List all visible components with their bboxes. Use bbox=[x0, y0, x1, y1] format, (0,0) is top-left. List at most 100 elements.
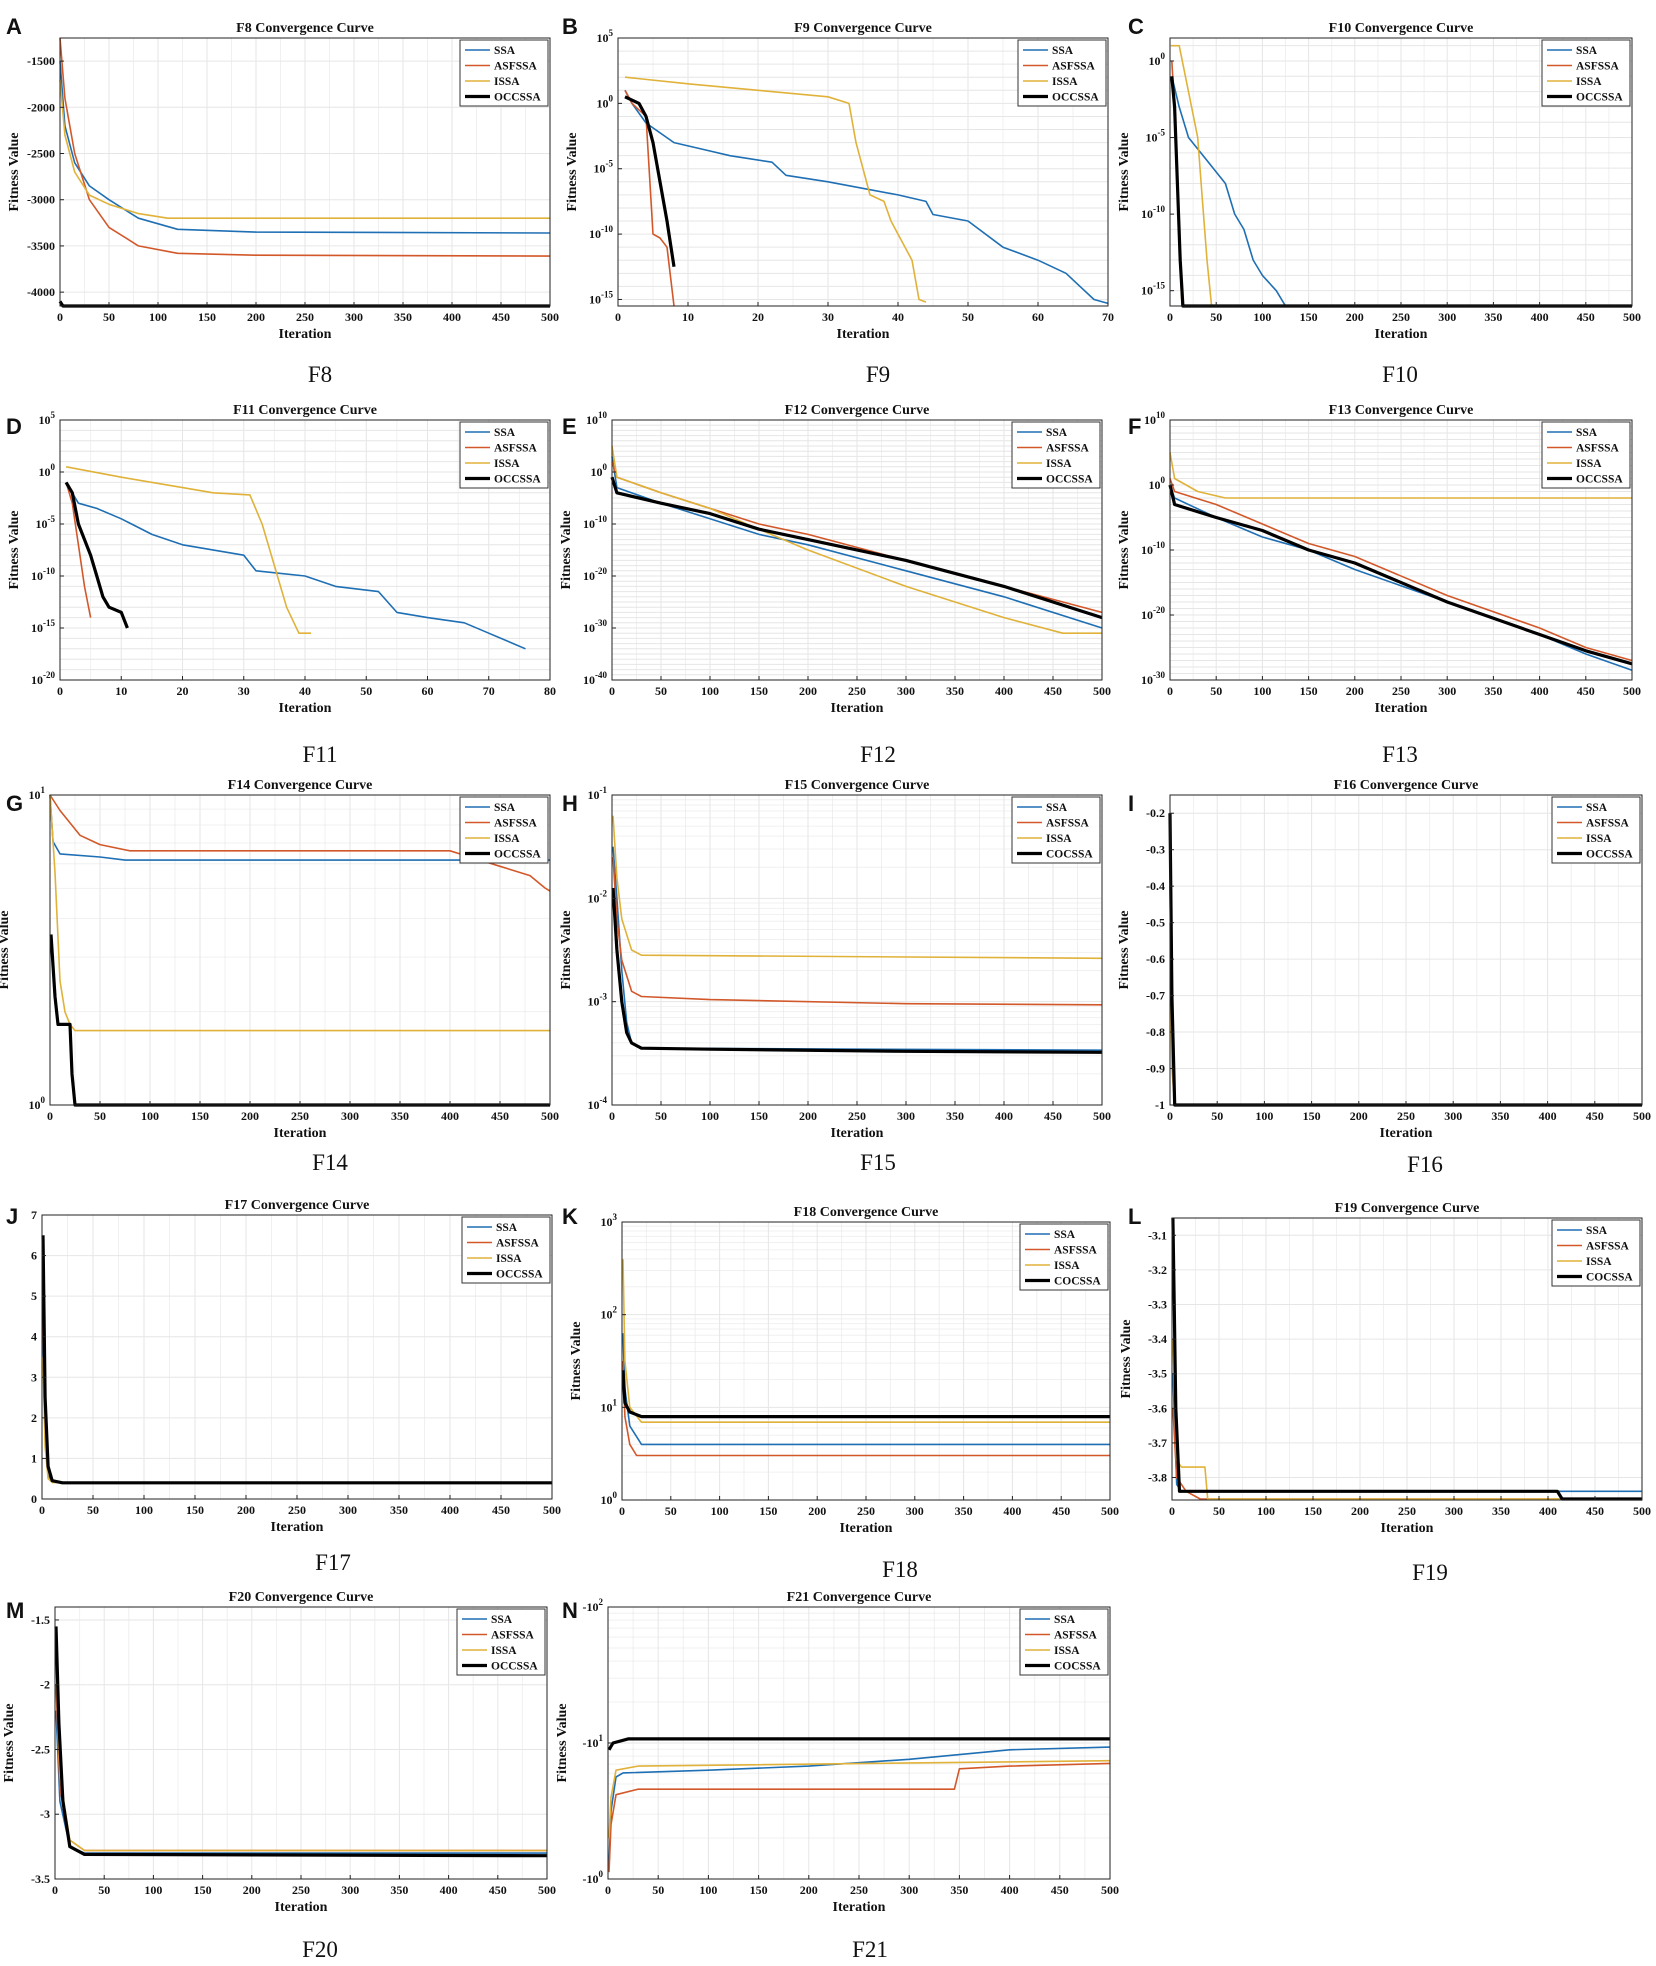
series-line-issa bbox=[622, 1259, 1110, 1423]
x-tick-label: 0 bbox=[39, 1503, 45, 1517]
series-line-asfssa bbox=[65, 482, 92, 618]
panel-caption: F17 bbox=[315, 1550, 351, 1575]
x-tick-label: 350 bbox=[390, 1883, 408, 1897]
y-tick-label: -0.8 bbox=[1146, 1025, 1165, 1039]
legend-entry: ASFSSA bbox=[494, 443, 538, 455]
x-tick-label: 150 bbox=[186, 1503, 204, 1517]
chart-title: F8 Convergence Curve bbox=[236, 21, 374, 36]
x-tick-label: 300 bbox=[1444, 1109, 1462, 1123]
y-tick-label: -3.6 bbox=[1148, 1401, 1167, 1415]
y-axis-label: Fitness Value bbox=[555, 1704, 570, 1783]
x-tick-label: 150 bbox=[759, 1504, 777, 1518]
y-tick-label: -0.6 bbox=[1146, 952, 1165, 966]
chart-panel-l: L 0 50 100 150 200 250 300 350 400 450 500 -3.8 -3.7 -… bbox=[1119, 1201, 1651, 1585]
x-tick-label: 0 bbox=[1167, 1109, 1173, 1123]
legend-entry: COCSSA bbox=[1046, 849, 1093, 861]
legend-entry: OCCSSA bbox=[1046, 474, 1093, 486]
series-line-occssa bbox=[54, 1626, 548, 1858]
chart-title: F10 Convergence Curve bbox=[1329, 21, 1474, 36]
series-line-cocssa bbox=[611, 887, 1103, 1054]
legend-entry: OCCSSA bbox=[1576, 92, 1623, 104]
series-line-issa bbox=[49, 794, 550, 1032]
y-tick-label: -0.7 bbox=[1146, 989, 1165, 1003]
x-axis-label: Iteration bbox=[275, 1900, 328, 1915]
series-line-asfssa bbox=[612, 856, 1103, 1006]
y-tick-label: 3 bbox=[31, 1370, 37, 1384]
x-tick-label: 450 bbox=[1044, 684, 1062, 698]
series-line-asfssa bbox=[1169, 478, 1633, 662]
x-tick-label: 250 bbox=[296, 310, 314, 324]
series-line-ssa bbox=[624, 89, 1109, 305]
legend-entry: ISSA bbox=[1054, 1645, 1080, 1657]
x-tick-label: 300 bbox=[345, 310, 363, 324]
x-tick-label: 500 bbox=[541, 1109, 559, 1123]
x-tick-label: 30 bbox=[238, 684, 250, 698]
x-tick-label: 0 bbox=[57, 310, 63, 324]
legend: SSA ASFSSA ISSA COCSSA bbox=[1019, 1608, 1109, 1676]
panel-caption: F13 bbox=[1382, 742, 1418, 767]
y-tick-label: 1 bbox=[31, 1451, 37, 1465]
series-line-asfssa bbox=[624, 89, 675, 307]
x-tick-label: 60 bbox=[422, 684, 434, 698]
y-tick-label: 10-5 bbox=[36, 514, 56, 531]
x-tick-label: 200 bbox=[247, 310, 265, 324]
x-tick-label: 250 bbox=[850, 1883, 868, 1897]
legend-entry: COCSSA bbox=[1054, 1276, 1101, 1288]
y-tick-label: -101 bbox=[583, 1733, 604, 1750]
legend-entry: SSA bbox=[1054, 1229, 1076, 1241]
x-tick-label: 50 bbox=[1211, 1109, 1223, 1123]
y-tick-label: -2500 bbox=[27, 147, 55, 161]
panel-letter: H bbox=[562, 791, 578, 816]
x-tick-label: 0 bbox=[619, 1504, 625, 1518]
legend-entry: ISSA bbox=[494, 833, 520, 845]
y-tick-label: -0.9 bbox=[1146, 1062, 1165, 1076]
axes-frame bbox=[617, 37, 1109, 307]
x-tick-label: 50 bbox=[1213, 1504, 1225, 1518]
x-tick-label: 150 bbox=[1300, 684, 1318, 698]
panel-letter: I bbox=[1128, 791, 1134, 816]
x-tick-label: 400 bbox=[1003, 1504, 1021, 1518]
x-tick-label: 150 bbox=[191, 1109, 209, 1123]
chart-panel-j: J 0 50 100 150 200 250 300 350 400 450 500 0 1 2 3 4 5 6 7 F… bbox=[0, 1198, 561, 1575]
series-line-occssa bbox=[41, 1235, 552, 1485]
x-tick-label: 350 bbox=[390, 1503, 408, 1517]
legend-entry: SSA bbox=[1586, 1225, 1608, 1237]
x-tick-label: 350 bbox=[946, 1109, 964, 1123]
x-tick-label: 0 bbox=[57, 684, 63, 698]
y-tick-label: 102 bbox=[601, 1305, 618, 1322]
y-tick-label: 10-30 bbox=[583, 618, 607, 635]
x-tick-label: 100 bbox=[1253, 684, 1271, 698]
x-tick-label: 50 bbox=[655, 1109, 667, 1123]
y-tick-label: 10-30 bbox=[1141, 670, 1165, 687]
x-tick-label: 350 bbox=[1484, 310, 1502, 324]
series-line-cocssa bbox=[607, 1737, 1110, 1751]
series-line-ssa bbox=[65, 481, 526, 650]
x-tick-label: 50 bbox=[655, 684, 667, 698]
y-tick-label: -1500 bbox=[27, 54, 55, 68]
x-axis-label: Iteration bbox=[279, 701, 332, 716]
legend-entry: SSA bbox=[1576, 45, 1598, 57]
legend: SSA ASFSSA ISSA OCCSSA bbox=[1551, 796, 1641, 864]
x-tick-label: 500 bbox=[538, 1883, 556, 1897]
x-tick-label: 0 bbox=[609, 684, 615, 698]
legend-entry: ASFSSA bbox=[496, 1238, 540, 1250]
y-tick-label: 6 bbox=[31, 1249, 37, 1263]
y-axis-label: Fitness Value bbox=[569, 1322, 584, 1401]
x-tick-label: 450 bbox=[489, 1883, 507, 1897]
x-tick-label: 150 bbox=[1303, 1109, 1321, 1123]
x-tick-label: 250 bbox=[1392, 684, 1410, 698]
y-tick-label: -3 bbox=[40, 1807, 50, 1821]
y-tick-label: 10-5 bbox=[1146, 128, 1166, 145]
x-tick-label: 500 bbox=[1623, 684, 1641, 698]
y-tick-label: 4 bbox=[31, 1330, 37, 1344]
series-line-asfssa bbox=[49, 794, 551, 892]
x-tick-label: 50 bbox=[962, 310, 974, 324]
series-line-issa bbox=[608, 1759, 1111, 1839]
y-tick-label: 5 bbox=[31, 1289, 37, 1303]
x-axis-label: Iteration bbox=[1375, 701, 1428, 716]
legend: SSA ASFSSA ISSA OCCSSA bbox=[1541, 421, 1631, 489]
x-tick-label: 20 bbox=[177, 684, 189, 698]
series-line-occssa bbox=[64, 481, 129, 629]
x-tick-label: 300 bbox=[1438, 310, 1456, 324]
chart-title: F16 Convergence Curve bbox=[1334, 778, 1479, 793]
